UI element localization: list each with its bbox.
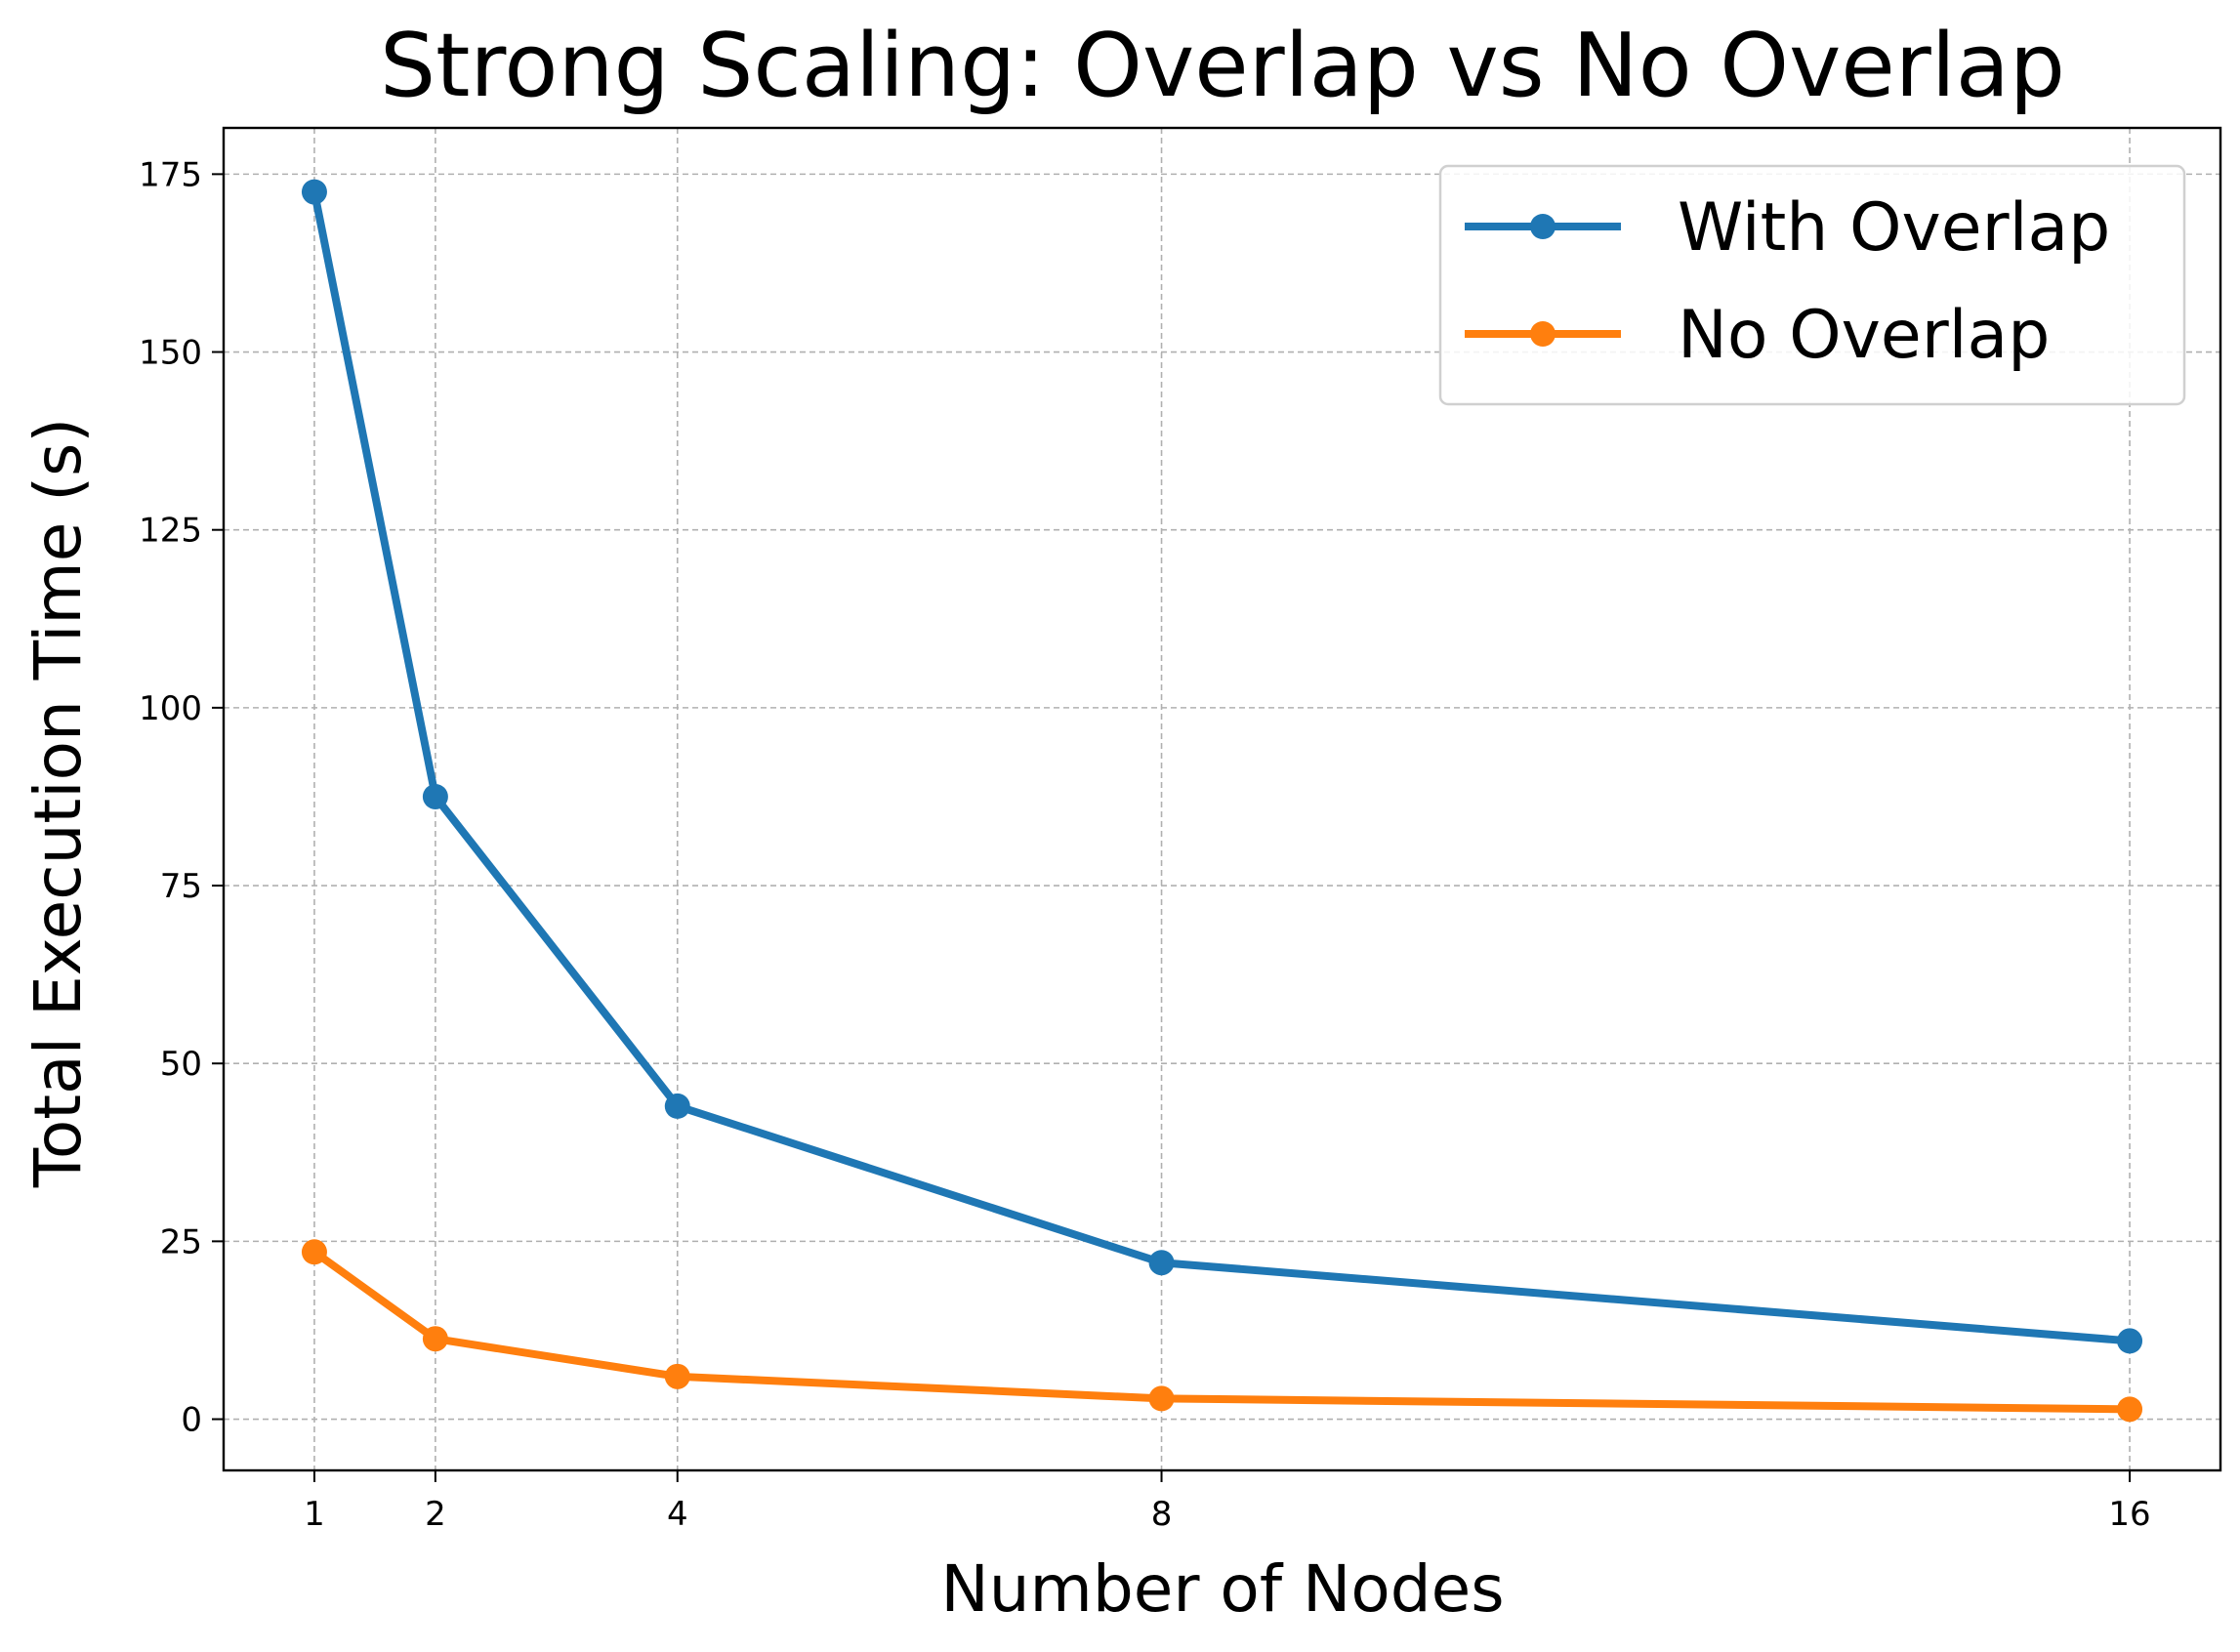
legend-entry-with-overlap: With Overlap: [1465, 189, 2110, 267]
series-layer: [301, 179, 2143, 1423]
y-tick-label: 125: [139, 512, 202, 551]
legend-label-with-overlap: With Overlap: [1678, 189, 2110, 267]
legend-entry-no-overlap: No Overlap: [1465, 297, 2050, 374]
data-point-no-overlap: [2117, 1396, 2143, 1423]
x-tick-label: 16: [2108, 1495, 2150, 1534]
x-tick-label: 2: [425, 1495, 446, 1534]
y-tick-label: 50: [160, 1045, 202, 1084]
y-tick-label: 150: [139, 334, 202, 373]
legend-label-no-overlap: No Overlap: [1678, 297, 2050, 374]
data-point-no-overlap: [422, 1326, 448, 1352]
x-tick-label: 1: [304, 1495, 325, 1534]
y-tick-label: 25: [160, 1222, 202, 1261]
x-tick-label: 4: [667, 1495, 688, 1534]
y-tick-label: 100: [139, 689, 202, 728]
chart-title: Strong Scaling: Overlap vs No Overlap: [380, 15, 2065, 117]
data-point-no-overlap: [1148, 1385, 1175, 1412]
legend-box: [1438, 164, 2186, 406]
y-tick-label: 75: [160, 867, 202, 906]
data-point-no-overlap: [301, 1239, 327, 1265]
series-no-overlap: [301, 1239, 2143, 1423]
y-tick-label: 175: [139, 155, 202, 194]
x-axis-label: Number of Nodes: [940, 1551, 1504, 1627]
ticks: 1 2 4 8 16 0 25 50 75 100 125 150 175: [139, 155, 2151, 1534]
legend: With Overlap No Overlap: [1438, 164, 2186, 406]
data-point-with-overlap: [301, 179, 327, 205]
data-point-with-overlap: [2117, 1328, 2143, 1354]
y-axis-label: Total Execution Time (s): [21, 418, 96, 1188]
x-tick-label: 8: [1151, 1495, 1173, 1534]
legend-marker-with-overlap: [1530, 214, 1556, 239]
data-point-with-overlap: [1148, 1250, 1175, 1276]
legend-marker-no-overlap: [1530, 321, 1556, 347]
data-point-with-overlap: [664, 1093, 690, 1119]
y-tick-label: 0: [181, 1401, 202, 1440]
axes-frame: [222, 126, 2222, 1472]
data-point-with-overlap: [422, 783, 448, 809]
series-with-overlap: [301, 179, 2143, 1354]
data-point-no-overlap: [664, 1363, 690, 1389]
